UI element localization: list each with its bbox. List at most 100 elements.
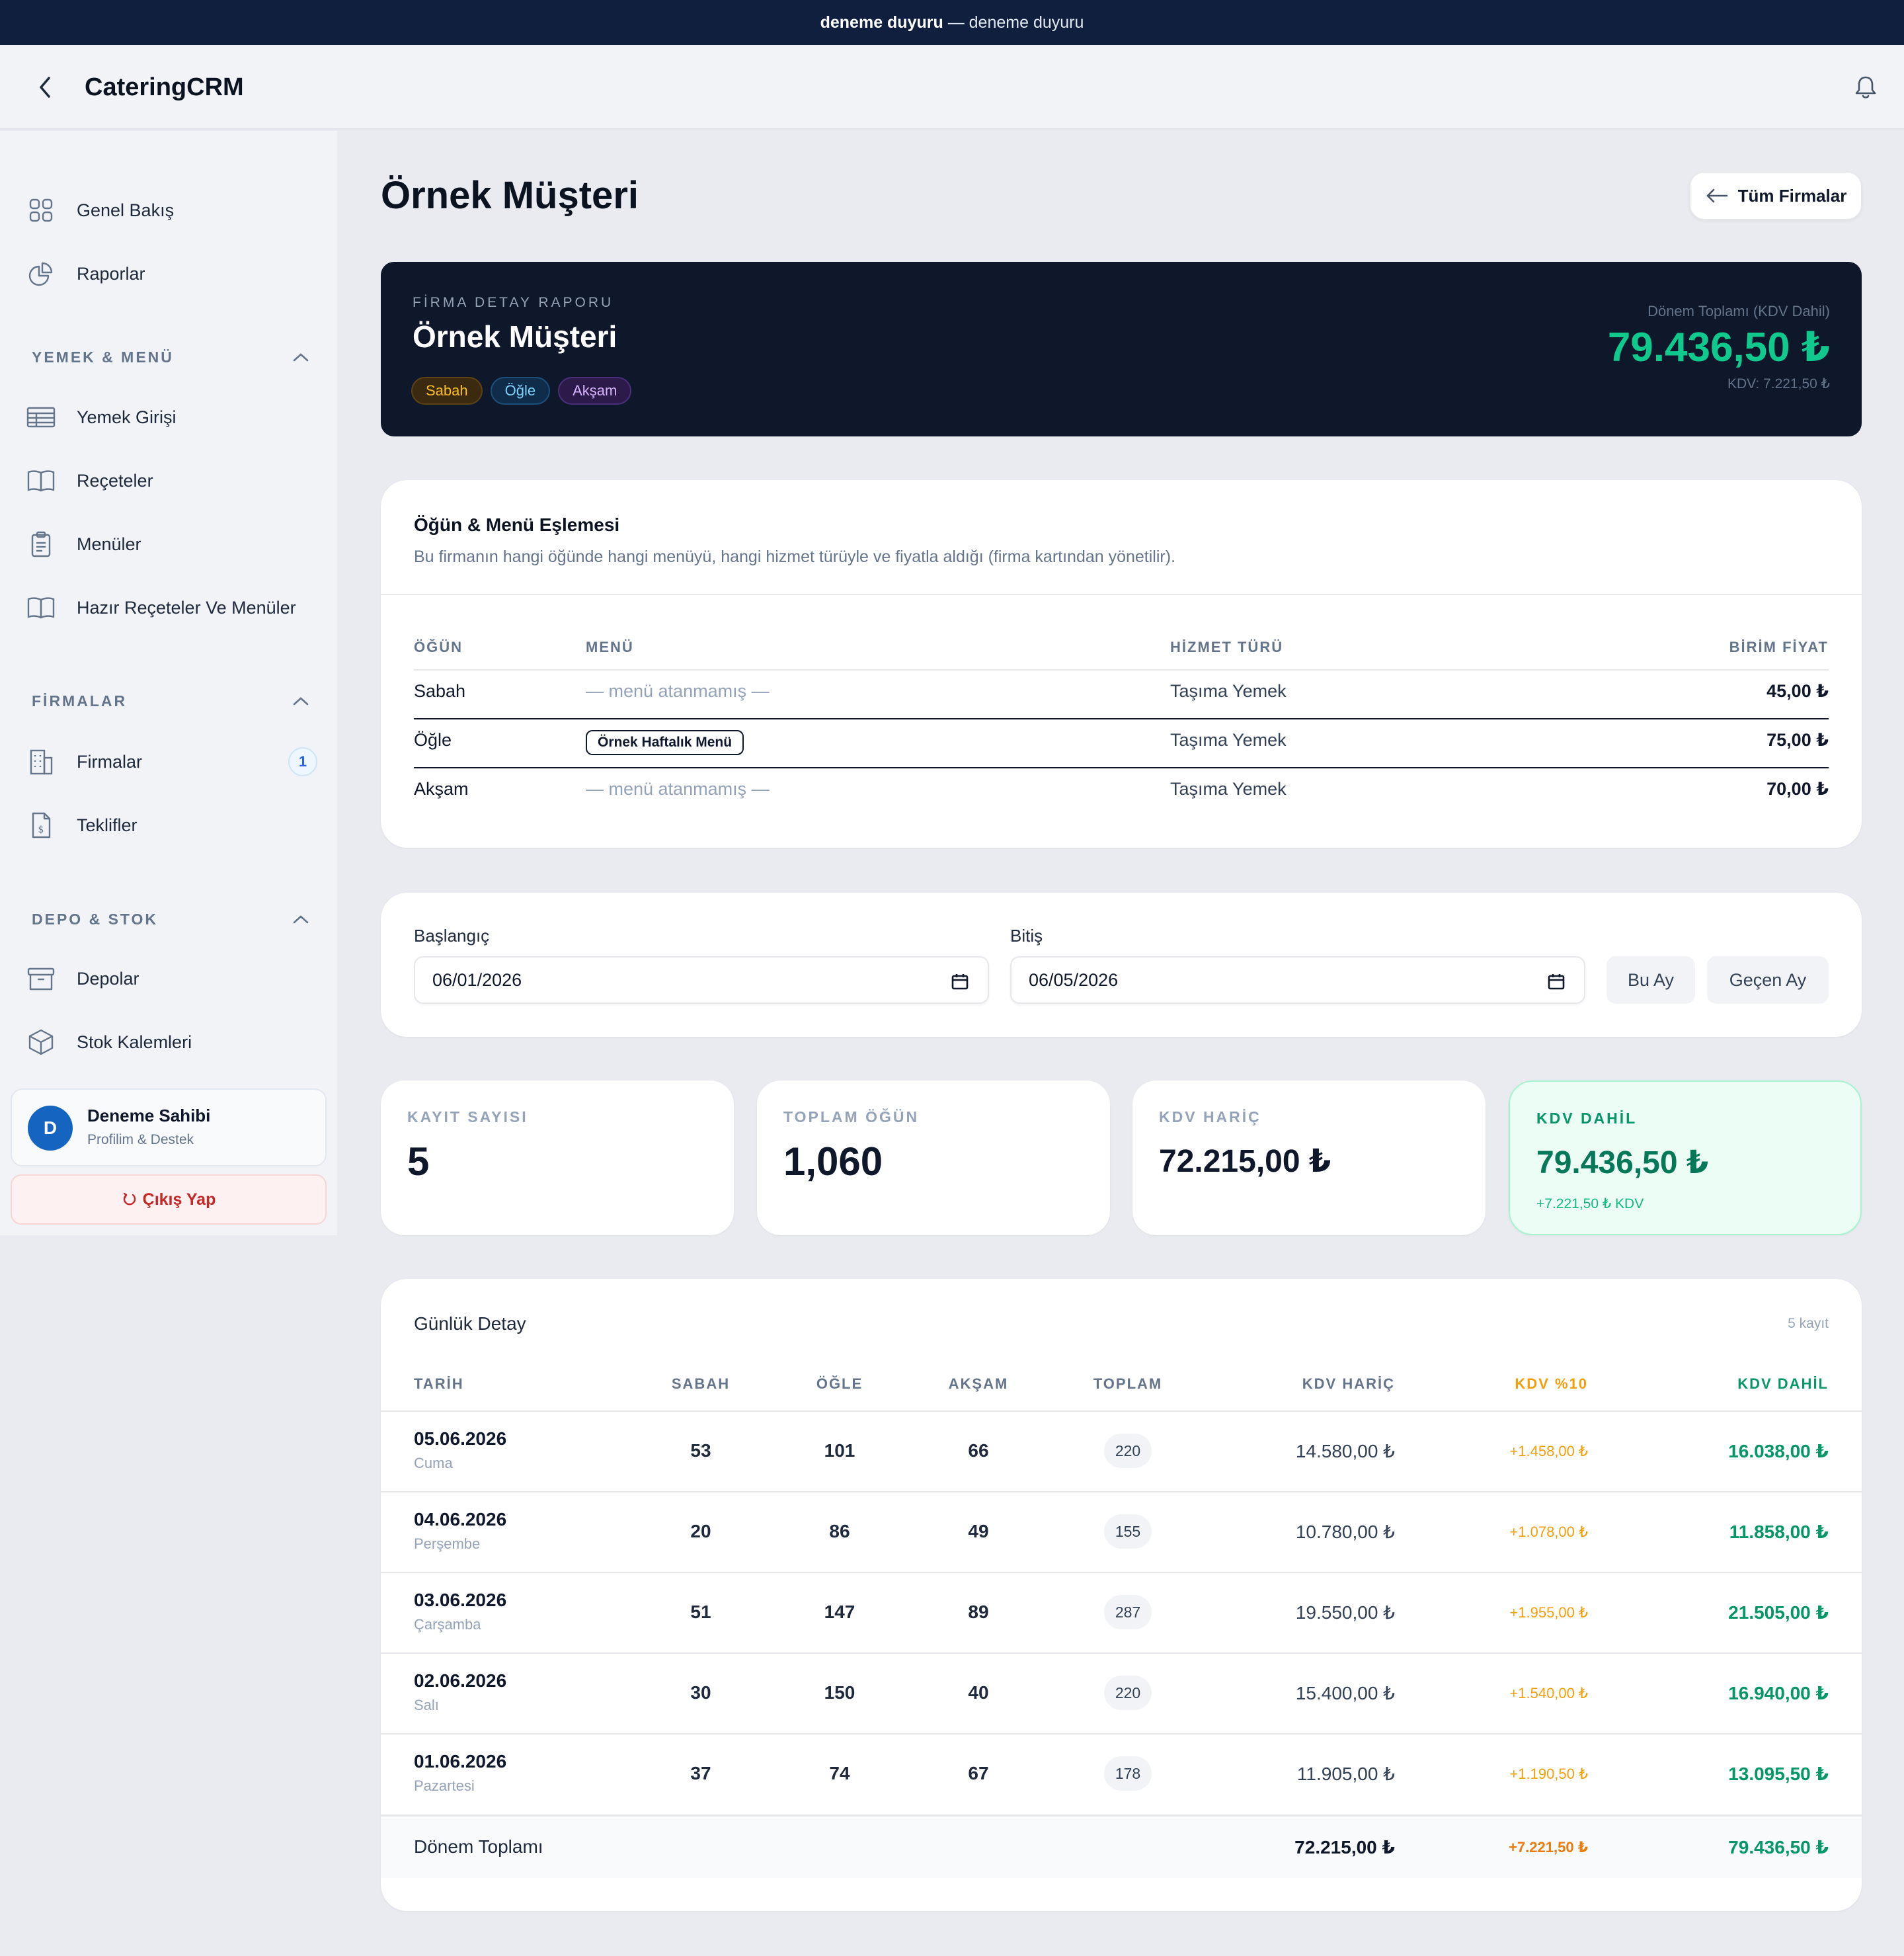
- start-date-input[interactable]: 06/01/2026: [414, 956, 989, 1004]
- sidebar-item-stok-kalemleri[interactable]: Stok Kalemleri: [26, 1018, 317, 1066]
- period-total-label: Dönem Toplamı (KDV Dahil): [1647, 303, 1830, 319]
- back-button[interactable]: [32, 71, 58, 103]
- meal-menu-mapping-card: Öğün & Menü Eşlemesi Bu firmanın hangi ö…: [381, 480, 1862, 848]
- period-total-label: Dönem Toplamı: [414, 1836, 543, 1857]
- menu-link[interactable]: Örnek Haftalık Menü: [586, 730, 744, 755]
- period-total-ex: 72.215,00 ₺: [1294, 1837, 1395, 1857]
- meal-tag-aksam: Akşam: [558, 377, 632, 405]
- sidebar-item-receteler[interactable]: Reçeteler: [26, 457, 317, 505]
- section-depo-stok[interactable]: DEPO & STOK: [32, 906, 309, 932]
- menu-cell: — menü atanmamış —: [586, 779, 770, 799]
- clipboard-icon: [26, 530, 56, 559]
- kdv-haric-value: 14.580,00 ₺: [1295, 1441, 1395, 1461]
- meal-tag-ogle: Öğle: [490, 377, 551, 405]
- section-firmalar[interactable]: FİRMALAR: [32, 688, 309, 714]
- kdv-value: +1.078,00 ₺: [1509, 1524, 1588, 1540]
- mapping-title: Öğün & Menü Eşlemesi: [414, 514, 620, 535]
- total-count-badge: 220: [1104, 1434, 1152, 1468]
- user-profile-card[interactable]: D Deneme Sahibi Profilim & Destek: [11, 1088, 327, 1166]
- price-cell: 70,00 ₺: [1766, 779, 1829, 799]
- row-date: 02.06.2026: [414, 1670, 507, 1691]
- stat-value: 72.215,00 ₺: [1159, 1144, 1331, 1179]
- sidebar-item-teklifler[interactable]: $ Teklifler: [26, 801, 317, 849]
- row-day: Salı: [414, 1697, 439, 1713]
- ogle-count: 147: [824, 1602, 855, 1622]
- all-firms-button[interactable]: Tüm Firmalar: [1690, 172, 1862, 220]
- menu-cell: — menü atanmamış —: [586, 681, 770, 701]
- kdv-dahil-value: 16.038,00 ₺: [1728, 1441, 1829, 1461]
- divider: [381, 1733, 1862, 1734]
- row-day: Perşembe: [414, 1535, 481, 1552]
- sidebar-item-label: Raporlar: [77, 263, 145, 284]
- sabah-count: 30: [690, 1682, 711, 1703]
- end-date-label: Bitiş: [1010, 926, 1043, 946]
- announcement-title: deneme duyuru: [820, 13, 943, 32]
- avatar: D: [28, 1106, 73, 1151]
- row-day: Pazartesi: [414, 1777, 475, 1794]
- section-yemek-menu[interactable]: YEMEK & MENÜ: [32, 344, 309, 370]
- ogle-count: 101: [824, 1440, 855, 1461]
- row-day: Cuma: [414, 1455, 453, 1471]
- col-header-menu: MENÜ: [586, 639, 634, 655]
- daily-detail-card: Günlük Detay 5 kayıt TARİH SABAH ÖĞLE AK…: [381, 1279, 1862, 1911]
- date-filter-card: Başlangıç 06/01/2026 Bitiş 06/05/2026 Bu…: [381, 893, 1862, 1037]
- user-name: Deneme Sahibi: [87, 1106, 211, 1125]
- logout-button[interactable]: Çıkış Yap: [11, 1174, 327, 1225]
- this-month-button[interactable]: Bu Ay: [1606, 956, 1695, 1004]
- sidebar-item-label: Menüler: [77, 534, 141, 554]
- chevron-up-icon: [293, 915, 309, 924]
- sabah-count: 20: [690, 1521, 711, 1541]
- table-icon: [26, 403, 56, 432]
- col-header-sabah: SABAH: [671, 1375, 731, 1392]
- period-kdv-value: KDV: 7.221,50 ₺: [1727, 376, 1830, 391]
- stat-label: KAYIT SAYISI: [407, 1108, 528, 1125]
- stat-label: KDV HARİÇ: [1159, 1108, 1261, 1125]
- kdv-value: +1.190,50 ₺: [1509, 1766, 1588, 1782]
- stat-card-toplam-ogun: TOPLAM ÖĞÜN 1,060: [757, 1080, 1110, 1235]
- sidebar-item-firmalar[interactable]: Firmalar 1: [26, 738, 317, 786]
- kdv-dahil-value: 16.940,00 ₺: [1728, 1683, 1829, 1703]
- end-date-value: 06/05/2026: [1029, 969, 1119, 990]
- kdv-dahil-value: 13.095,50 ₺: [1728, 1764, 1829, 1784]
- stat-label: TOPLAM ÖĞÜN: [783, 1108, 920, 1125]
- end-date-input[interactable]: 06/05/2026: [1010, 956, 1585, 1004]
- hero-kicker: FİRMA DETAY RAPORU: [413, 295, 614, 310]
- sabah-count: 37: [690, 1763, 711, 1783]
- stat-value: 1,060: [783, 1139, 883, 1184]
- kdv-haric-value: 11.905,00 ₺: [1296, 1764, 1395, 1784]
- hero-firm-name: Örnek Müşteri: [413, 319, 617, 354]
- bell-icon: [1855, 76, 1876, 99]
- sidebar-item-raporlar[interactable]: Raporlar: [26, 250, 317, 298]
- sidebar-item-depolar[interactable]: Depolar: [26, 955, 317, 1002]
- kdv-dahil-value: 11.858,00 ₺: [1729, 1522, 1829, 1542]
- all-firms-label: Tüm Firmalar: [1737, 185, 1847, 206]
- divider: [414, 718, 1829, 719]
- total-count-badge: 287: [1104, 1595, 1152, 1629]
- sidebar-item-label: Stok Kalemleri: [77, 1032, 192, 1052]
- sidebar-item-menuler[interactable]: Menüler: [26, 520, 317, 568]
- mapping-description: Bu firmanın hangi öğünde hangi menüyü, h…: [414, 548, 1176, 566]
- firm-report-hero: FİRMA DETAY RAPORU Örnek Müşteri Sabah Ö…: [381, 262, 1862, 436]
- section-title: YEMEK & MENÜ: [32, 348, 174, 366]
- row-date: 01.06.2026: [414, 1751, 507, 1772]
- page-title: Örnek Müşteri: [381, 174, 639, 217]
- grid-icon: [26, 196, 56, 225]
- row-date: 05.06.2026: [414, 1428, 507, 1449]
- chevron-left-icon: [40, 77, 50, 98]
- col-header-ogle: ÖĞLE: [816, 1375, 863, 1392]
- stat-value: 79.436,50 ₺: [1536, 1145, 1709, 1180]
- row-date: 03.06.2026: [414, 1590, 507, 1610]
- sidebar-item-genel-bakis[interactable]: Genel Bakış: [26, 186, 317, 234]
- col-header-aksam: AKŞAM: [948, 1375, 1009, 1392]
- meal-cell: Sabah: [414, 681, 466, 701]
- pie-chart-icon: [26, 259, 56, 288]
- meal-cell: Akşam: [414, 779, 469, 799]
- notifications-button[interactable]: [1851, 73, 1880, 102]
- service-cell: Taşıma Yemek: [1170, 730, 1287, 750]
- calendar-icon: [951, 974, 969, 990]
- sidebar-item-yemek-girisi[interactable]: Yemek Girişi: [26, 393, 317, 441]
- sidebar-item-hazir-receteler[interactable]: Hazır Reçeteler Ve Menüler: [26, 584, 317, 632]
- sidebar-item-label: Yemek Girişi: [77, 407, 177, 427]
- stat-card-kdv-haric: KDV HARİÇ 72.215,00 ₺: [1132, 1080, 1486, 1235]
- last-month-button[interactable]: Geçen Ay: [1707, 956, 1829, 1004]
